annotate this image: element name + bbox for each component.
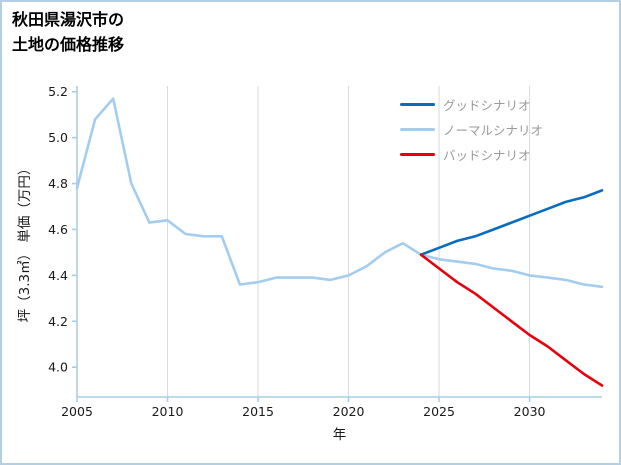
legend-line-normal-scenario — [400, 128, 435, 131]
x-tick-label: 2020 — [333, 404, 365, 419]
legend-label-normal-scenario: ノーマルシナリオ — [443, 123, 544, 138]
chart-title-line1: 秋田県湯沢市の — [12, 10, 125, 29]
legend-label-bad-scenario: バッドシナリオ — [443, 148, 531, 163]
x-tick-label: 2015 — [242, 404, 274, 419]
series-line-グッドシナリオ — [419, 189, 604, 256]
y-axis-label: 坪（3.3㎡） 単価（万円） — [17, 161, 33, 323]
legend-item-good-scenario: グッドシナリオ — [400, 92, 543, 117]
series-line-バッドシナリオ — [419, 253, 604, 387]
y-tick-label: 4.8 — [48, 176, 68, 191]
series-line-ノーマルシナリオ — [75, 97, 604, 289]
chart-title-line2: 土地の価格推移 — [12, 34, 125, 54]
y-tick-label: 4.0 — [48, 360, 68, 375]
chart-title: 秋田県湯沢市の 土地の価格推移 — [12, 8, 124, 58]
legend-label-good-scenario: グッドシナリオ — [443, 98, 531, 113]
x-tick-label: 2030 — [514, 404, 546, 419]
legend-line-good-scenario — [400, 103, 435, 106]
x-tick-label: 2010 — [152, 404, 184, 419]
chart-legend: グッドシナリオ ノーマルシナリオ バッドシナリオ — [400, 92, 543, 167]
y-tick-label: 4.2 — [48, 314, 68, 329]
x-axis-label: 年 — [332, 427, 347, 443]
y-tick-label: 4.6 — [48, 222, 68, 237]
y-tick-label: 5.0 — [48, 130, 68, 145]
y-tick-label: 4.4 — [48, 268, 68, 283]
y-tick-label: 5.2 — [48, 84, 68, 99]
legend-item-normal-scenario: ノーマルシナリオ — [400, 117, 543, 142]
legend-item-bad-scenario: バッドシナリオ — [400, 142, 543, 167]
x-tick-label: 2005 — [61, 404, 93, 419]
x-tick-label: 2025 — [423, 404, 455, 419]
legend-line-bad-scenario — [400, 153, 435, 156]
